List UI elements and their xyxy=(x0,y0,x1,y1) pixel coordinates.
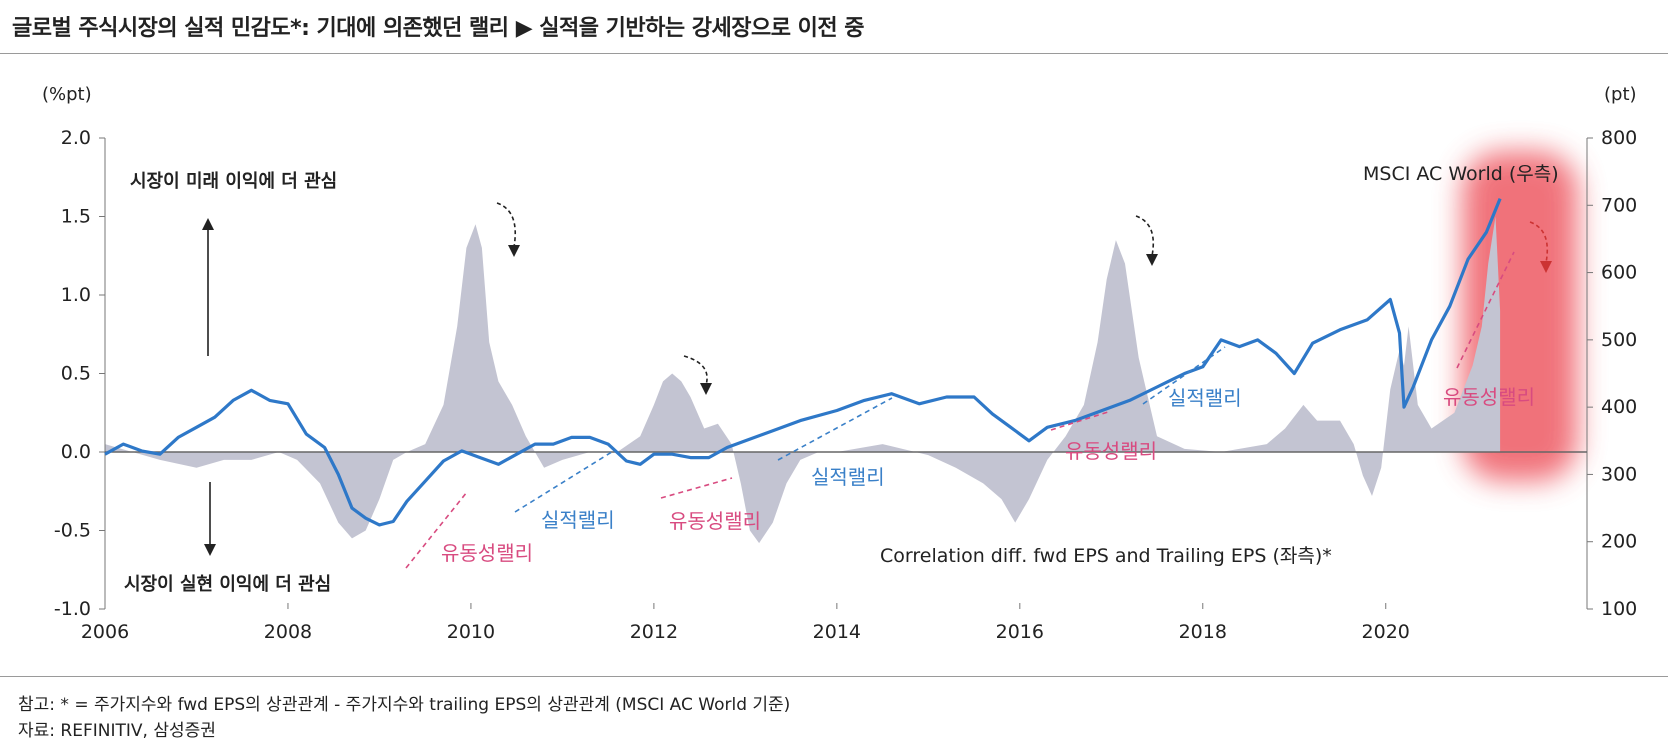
peak-reversal-arrow-head xyxy=(700,383,712,395)
label-realized-earnings: 시장이 실현 이익에 더 관심 xyxy=(124,574,331,595)
right-tick-label: 200 xyxy=(1601,531,1637,553)
liquidity-rally-label: 유동성랠리 xyxy=(441,541,533,565)
earnings-rally-label: 실적랠리 xyxy=(1168,386,1242,410)
x-tick-label: 2014 xyxy=(813,621,861,640)
x-tick-label: 2012 xyxy=(630,621,678,640)
up-arrow-head xyxy=(202,218,214,230)
earnings-rally-trend xyxy=(514,449,616,513)
right-tick-label: 600 xyxy=(1601,262,1637,284)
liquidity-rally-trend xyxy=(660,477,733,499)
liquidity-rally-label: 유동성랠리 xyxy=(1065,439,1157,463)
correlation-area xyxy=(105,216,1501,544)
peak-reversal-arrow xyxy=(496,202,516,248)
left-tick-label: -0.5 xyxy=(54,520,91,542)
peak-reversal-arrow-head xyxy=(1146,254,1158,266)
earnings-rally-trend xyxy=(777,397,893,461)
label-future-earnings: 시장이 미래 이익에 더 관심 xyxy=(130,171,337,192)
earnings-rally-trend xyxy=(1142,346,1226,405)
left-axis-unit: (%pt) xyxy=(42,84,92,105)
title-divider xyxy=(0,53,1668,54)
earnings-rally-label: 실적랠리 xyxy=(811,465,885,489)
peak-reversal-arrow-head xyxy=(508,245,520,257)
right-tick-label: 100 xyxy=(1601,598,1637,620)
right-axis-unit: (pt) xyxy=(1604,84,1637,105)
footer-divider xyxy=(0,676,1668,677)
earnings-rally-label: 실적랠리 xyxy=(541,508,615,532)
right-tick-label: 800 xyxy=(1601,127,1637,149)
x-tick-label: 2006 xyxy=(81,621,129,640)
left-tick-label: 0.0 xyxy=(61,441,91,463)
msci-line xyxy=(104,197,1502,527)
left-tick-label: 2.0 xyxy=(61,127,91,149)
left-tick-label: 0.5 xyxy=(61,363,91,385)
liquidity-rally-trend xyxy=(405,491,468,569)
footnote: 참고: * = 주가지수와 fwd EPS의 상관관계 - 주가지수와 trai… xyxy=(18,695,791,715)
liquidity-rally-label: 유동성랠리 xyxy=(669,509,761,533)
x-tick-label: 2010 xyxy=(447,621,495,640)
page-title: 글로벌 주식시장의 실적 민감도*: 기대에 의존했던 랠리 ▶ 실적을 기반하… xyxy=(12,16,865,41)
right-tick-label: 500 xyxy=(1601,329,1637,351)
left-tick-label: 1.5 xyxy=(61,206,91,228)
x-tick-label: 2020 xyxy=(1362,621,1410,640)
down-arrow-head xyxy=(204,544,216,556)
peak-reversal-arrow xyxy=(683,355,708,386)
peak-reversal-arrow-head xyxy=(1540,261,1552,273)
peak-reversal-arrow xyxy=(1135,215,1155,257)
liquidity-rally-trend xyxy=(1050,411,1109,431)
x-tick-label: 2016 xyxy=(996,621,1044,640)
chart: (%pt) (pt) 2.0 1.5 1.0 0.5 0.0 -0.5 -1.0 800 700 60… xyxy=(42,84,1637,640)
right-tick-label: 300 xyxy=(1601,463,1637,485)
left-tick-label: -1.0 xyxy=(54,598,91,620)
label-msci: MSCI AC World (우측) xyxy=(1363,163,1559,185)
right-tick-label: 700 xyxy=(1601,194,1637,216)
left-tick-label: 1.0 xyxy=(61,284,91,306)
label-correlation: Correlation diff. fwd EPS and Trailing E… xyxy=(880,545,1332,567)
x-tick-label: 2018 xyxy=(1179,621,1227,640)
liquidity-rally-trend xyxy=(1456,251,1515,369)
x-tick-label: 2008 xyxy=(264,621,312,640)
right-tick-label: 400 xyxy=(1601,396,1637,418)
source-note: 자료: REFINITIV, 삼성증권 xyxy=(18,721,216,741)
liquidity-rally-label: 유동성랠리 xyxy=(1443,385,1535,409)
peak-reversal-arrow xyxy=(1529,221,1549,264)
